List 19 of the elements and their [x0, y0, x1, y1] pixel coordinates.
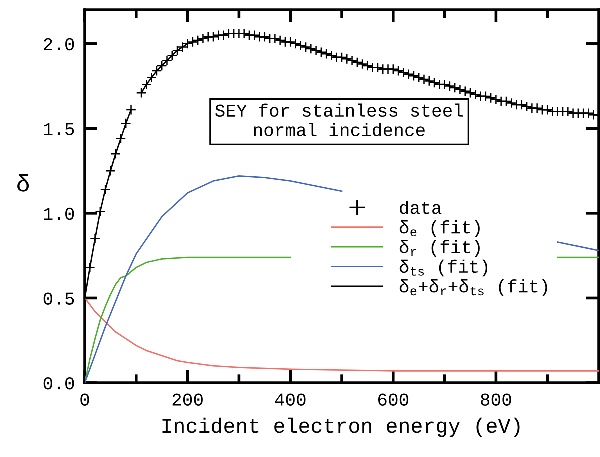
y-tick-label: 0.0	[44, 377, 74, 390]
x-tick-label: 800	[481, 394, 512, 406]
legend-label: data	[400, 200, 442, 214]
text: δ$_{ts}$ (fit)	[400, 260, 488, 277]
x-tick-label: 0	[80, 394, 90, 406]
x-tick-label: 200	[172, 394, 203, 406]
y-tick-label: 2.0	[44, 38, 74, 51]
text: δ$_{r}$ (fit)	[400, 240, 480, 257]
legend-label: δ$_{e}$ (fit)	[400, 220, 480, 238]
y-axis-title: δ	[18, 174, 30, 192]
y-tick-label: 1.5	[44, 123, 74, 136]
x-tick-label: 400	[275, 394, 306, 406]
annotation: SEY for stainless steel normal incidence	[216, 104, 464, 137]
y-tick-label: 0.5	[44, 292, 74, 305]
x-tick-label: 600	[378, 394, 409, 406]
text: δ$_{e}$+δ$_{r}$+δ$_{ts}$ (fit)	[400, 280, 548, 296]
line-series	[85, 298, 599, 372]
y-tick-label: 1.0	[44, 208, 74, 220]
x-axis-title: Incident electron energy (eV)	[162, 418, 520, 438]
